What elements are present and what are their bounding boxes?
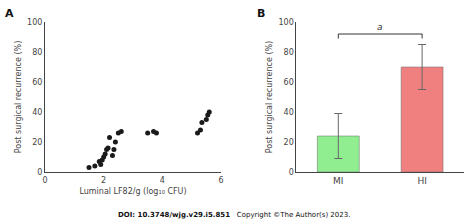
svg-text:B: B	[257, 7, 265, 20]
svg-text:Post surgical recurrence (%): Post surgical recurrence (%)	[14, 41, 23, 154]
svg-text:MI: MI	[333, 176, 343, 186]
svg-text:a: a	[377, 22, 383, 32]
svg-text:A: A	[5, 7, 14, 20]
svg-text:60: 60	[284, 78, 294, 87]
svg-text:0: 0	[289, 168, 294, 177]
svg-text:DOI: 10.3748/wjg.v29.i5.851: DOI: 10.3748/wjg.v29.i5.851 Copyright ©T…	[118, 211, 350, 219]
svg-text:0: 0	[37, 168, 42, 177]
svg-text:4: 4	[160, 176, 165, 185]
svg-text:40: 40	[284, 108, 294, 117]
svg-text:Luminal LF82/g (log₁₀ CFU): Luminal LF82/g (log₁₀ CFU)	[79, 187, 186, 196]
svg-text:60: 60	[32, 78, 42, 87]
svg-text:20: 20	[284, 138, 294, 147]
svg-text:20: 20	[32, 138, 42, 147]
svg-text:80: 80	[32, 48, 42, 57]
svg-text:HI: HI	[417, 176, 426, 186]
svg-text:80: 80	[284, 48, 294, 57]
svg-text:40: 40	[32, 108, 42, 117]
svg-text:100: 100	[27, 18, 42, 27]
svg-text:2: 2	[101, 176, 106, 185]
svg-text:6: 6	[218, 176, 223, 185]
svg-text:100: 100	[279, 18, 294, 27]
svg-text:0: 0	[42, 176, 47, 185]
svg-text:Post surgical recurrence (%): Post surgical recurrence (%)	[265, 41, 274, 154]
